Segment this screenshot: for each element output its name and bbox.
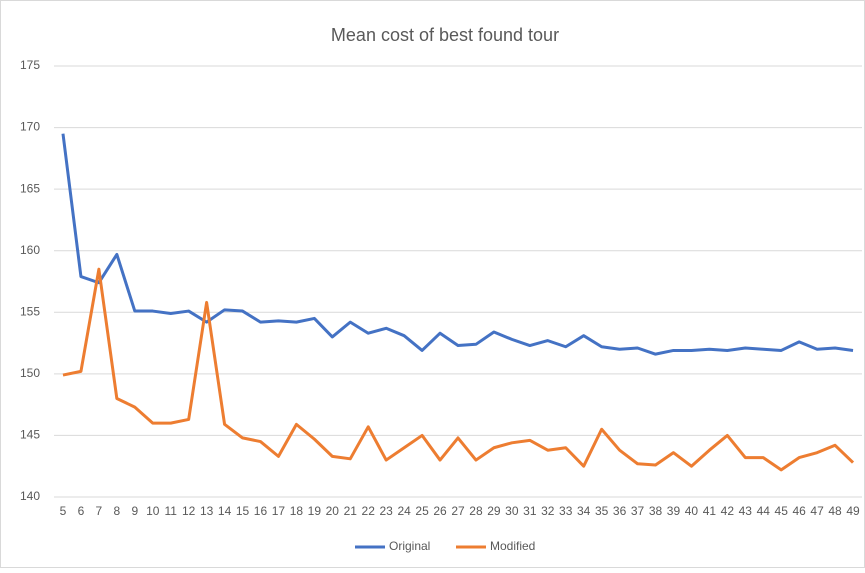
x-tick-label: 14 [218,504,232,518]
x-tick-label: 28 [469,504,483,518]
x-tick-label: 44 [757,504,771,518]
x-tick-label: 25 [415,504,429,518]
x-tick-label: 10 [146,504,160,518]
x-tick-label: 15 [236,504,250,518]
y-tick-label: 170 [20,120,40,134]
x-tick-label: 11 [164,504,177,518]
x-tick-label: 30 [505,504,519,518]
series-line [61,133,854,356]
legend-label: Original [389,539,430,553]
x-tick-label: 47 [810,504,824,518]
x-tick-label: 13 [200,504,214,518]
x-tick-label: 42 [721,504,735,518]
y-tick-label: 165 [20,181,40,195]
x-tick-label: 32 [541,504,555,518]
x-tick-label: 46 [792,504,806,518]
x-tick-label: 16 [254,504,268,518]
x-tick-label: 19 [308,504,322,518]
x-tick-label: 41 [703,504,717,518]
x-tick-label: 20 [326,504,340,518]
x-tick-label: 33 [559,504,573,518]
legend-label: Modified [490,539,535,553]
x-tick-label: 36 [613,504,627,518]
x-tick-label: 21 [344,504,358,518]
chart-title: Mean cost of best found tour [331,25,559,45]
x-tick-label: 31 [523,504,537,518]
x-tick-label: 35 [595,504,609,518]
x-tick-label: 24 [397,504,411,518]
x-tick-label: 43 [739,504,753,518]
y-tick-label: 140 [20,489,40,503]
x-tick-label: 29 [487,504,501,518]
x-tick-label: 34 [577,504,591,518]
x-tick-label: 26 [433,504,447,518]
x-tick-label: 5 [60,504,67,518]
x-tick-label: 40 [685,504,699,518]
x-tick-label: 9 [131,504,138,518]
x-tick-label: 12 [182,504,196,518]
x-tick-label: 49 [846,504,860,518]
y-tick-label: 145 [20,428,40,442]
x-tick-label: 7 [96,504,103,518]
x-tick-label: 37 [631,504,645,518]
y-tick-label: 155 [20,304,40,318]
x-tick-label: 23 [379,504,393,518]
x-tick-label: 17 [272,504,286,518]
series-line [62,267,855,472]
y-tick-label: 175 [20,58,40,72]
x-tick-label: 48 [828,504,842,518]
x-tick-label: 27 [451,504,465,518]
x-tick-label: 22 [362,504,376,518]
x-tick-label: 8 [114,504,121,518]
x-tick-label: 18 [290,504,304,518]
x-tick-label: 39 [667,504,681,518]
x-tick-label: 6 [78,504,85,518]
x-tick-label: 38 [649,504,663,518]
y-tick-label: 150 [20,366,40,380]
y-tick-label: 160 [20,243,40,257]
x-tick-label: 45 [775,504,789,518]
